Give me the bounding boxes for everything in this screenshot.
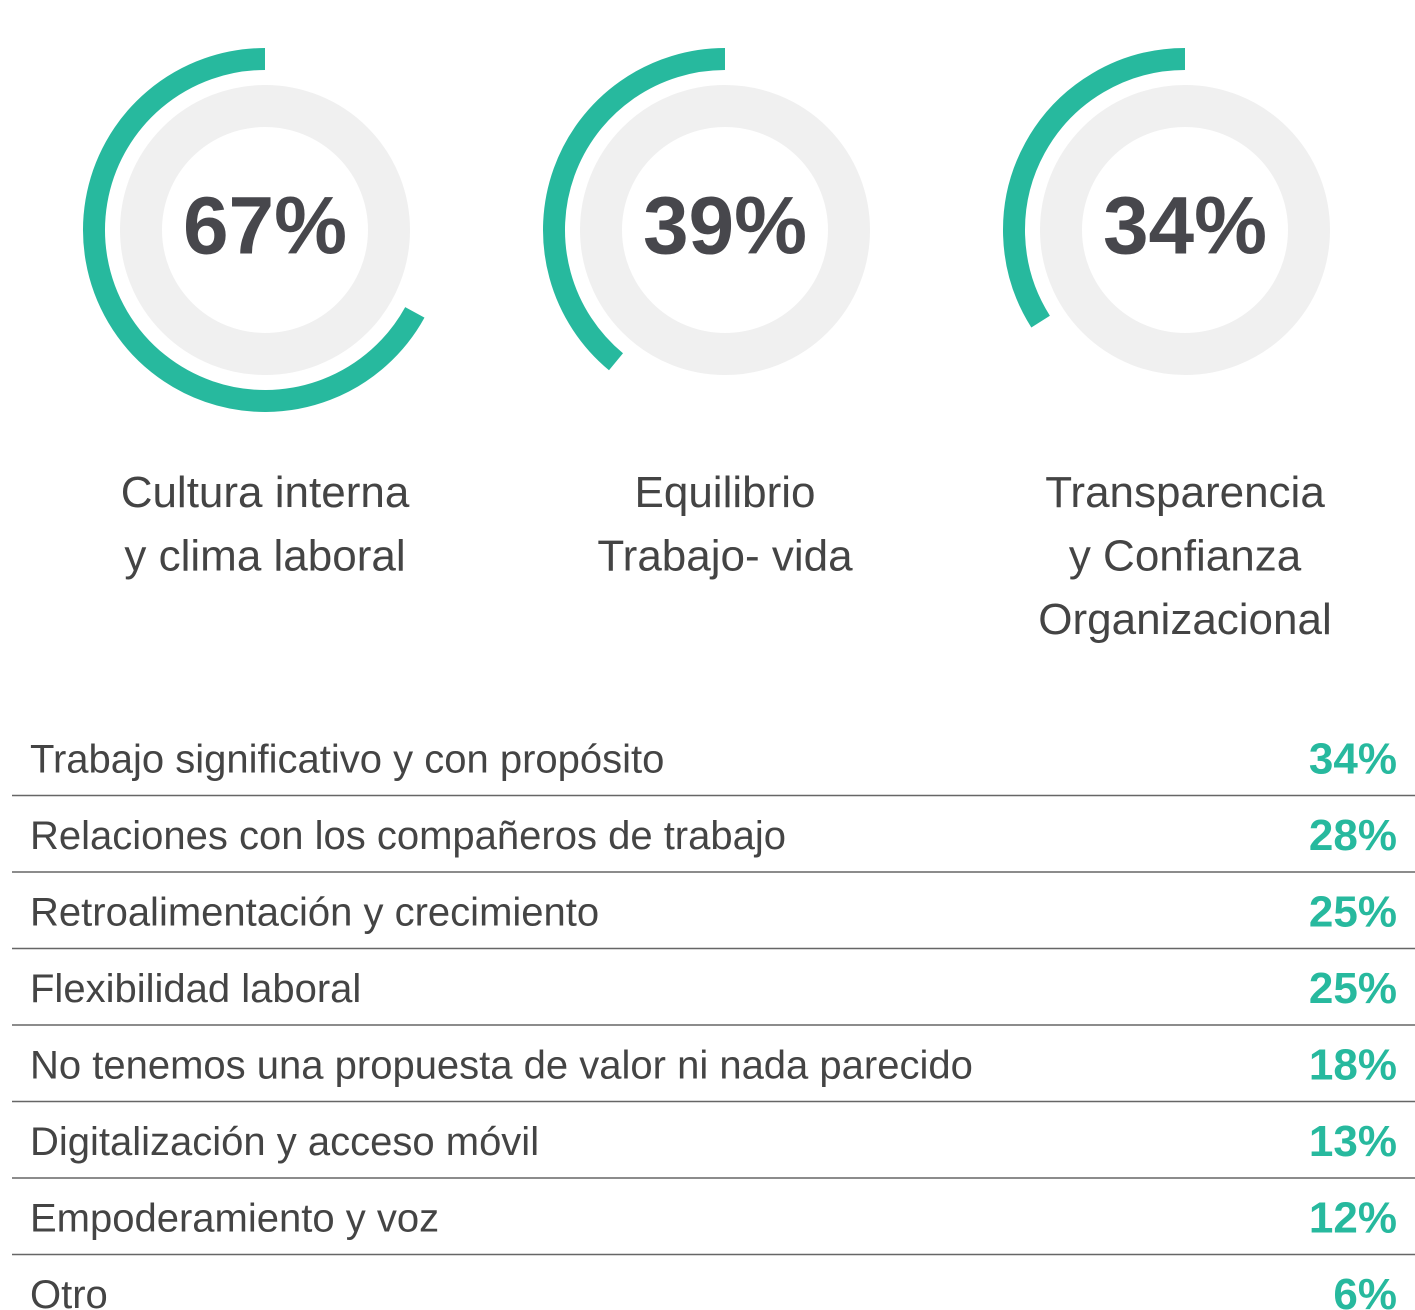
row-value: 6% bbox=[1333, 1270, 1397, 1310]
row-value: 12% bbox=[1309, 1194, 1397, 1243]
row-label: Retroalimentación y crecimiento bbox=[30, 891, 599, 935]
row-label: Relaciones con los compañeros de trabajo bbox=[30, 814, 786, 858]
gauge-value: 34% bbox=[1103, 181, 1267, 272]
gauge-track bbox=[1040, 85, 1330, 375]
gauge-label: Equilibrio Trabajo- vida bbox=[597, 468, 853, 581]
row-value: 18% bbox=[1309, 1041, 1397, 1090]
row-label: No tenemos una propuesta de valor ni nad… bbox=[30, 1044, 973, 1088]
gauge-track bbox=[120, 85, 410, 375]
row-value: 28% bbox=[1309, 811, 1397, 860]
row-label: Otro bbox=[30, 1273, 108, 1310]
row-value: 25% bbox=[1309, 888, 1397, 937]
gauge-track bbox=[580, 85, 870, 375]
gauge-arc bbox=[1003, 48, 1186, 328]
gauge-label: Cultura interna y clima laboral bbox=[121, 468, 410, 581]
row-label: Flexibilidad laboral bbox=[30, 967, 361, 1011]
gauge-value: 39% bbox=[643, 181, 807, 272]
row-label: Trabajo significativo y con propósito bbox=[30, 738, 664, 782]
row-value: 25% bbox=[1309, 964, 1397, 1013]
gauge-label: Transparencia y Confianza Organizacional bbox=[1038, 468, 1332, 644]
row-label: Empoderamiento y voz bbox=[30, 1197, 439, 1241]
row-value: 34% bbox=[1309, 735, 1397, 784]
gauge-arc bbox=[83, 48, 425, 412]
gauge-value: 67% bbox=[183, 181, 347, 272]
row-value: 13% bbox=[1309, 1117, 1397, 1166]
gauge-arc bbox=[543, 48, 726, 371]
row-label: Digitalización y acceso móvil bbox=[30, 1120, 539, 1164]
